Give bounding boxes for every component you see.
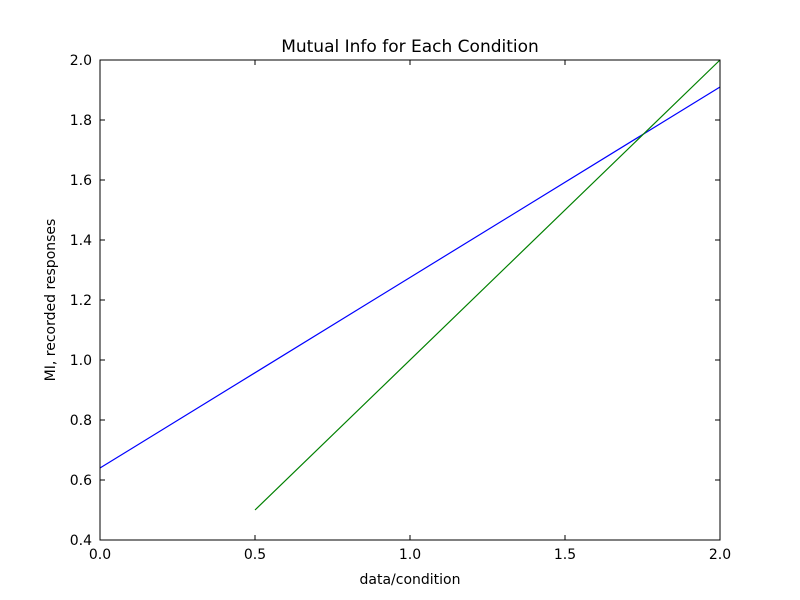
x-tick-label: 0.5	[244, 547, 266, 563]
y-tick-label: 0.8	[70, 413, 92, 429]
y-tick-label: 1.6	[70, 173, 92, 189]
x-tick-label: 1.0	[399, 547, 421, 563]
y-tick-label: 1.0	[70, 353, 92, 369]
x-tick-label: 2.0	[709, 547, 731, 563]
series-layer	[99, 59, 721, 511]
y-tick-label: 1.8	[70, 113, 92, 129]
y-tick-label: 1.4	[70, 233, 92, 249]
x-axis-label: data/condition	[360, 572, 461, 588]
series-line-2	[254, 59, 721, 511]
y-tick-label: 1.2	[70, 293, 92, 309]
x-tick-label: 0.0	[89, 547, 111, 563]
y-tick-label: 0.4	[70, 533, 92, 549]
chart-title: Mutual Info for Each Condition	[281, 37, 539, 57]
y-tick-label: 0.6	[70, 473, 92, 489]
plot-border	[99, 59, 721, 541]
y-tick-label: 2.0	[70, 53, 92, 69]
x-tick-label: 1.5	[554, 547, 576, 563]
y-axis-label: MI, recorded responses	[43, 219, 59, 382]
plot-frame	[100, 60, 720, 540]
series-line-1	[99, 86, 721, 469]
tick-layer: 0.0 0.5 1.0 1.5 2.0 0.4 0.6 0.8 1.0 1.2 1.4 1.6 1.8 2…	[70, 53, 731, 563]
